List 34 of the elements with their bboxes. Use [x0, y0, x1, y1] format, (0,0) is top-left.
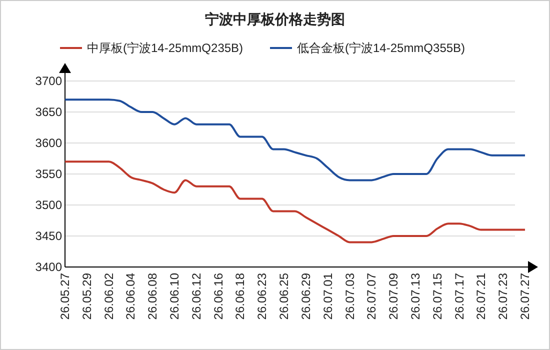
y-tick-label: 3450	[35, 229, 62, 243]
x-tick-label: 26.07.27	[518, 272, 532, 320]
x-tick-label: 26.06.29	[298, 272, 313, 320]
x-tick-label: 26.06.12	[189, 272, 204, 320]
x-tick-label: 26.07.07	[364, 272, 379, 320]
x-tick-label: 26.06.04	[124, 272, 138, 320]
x-tick-label: 26.05.29	[80, 272, 94, 320]
y-tick-label: 3500	[35, 198, 62, 212]
y-tick-label: 3700	[35, 74, 62, 88]
x-tick-label: 26.06.25	[277, 272, 292, 320]
x-tick-label: 26.07.09	[386, 272, 401, 320]
x-tick-label: 26.06.10	[168, 272, 182, 320]
y-tick-label: 3600	[35, 136, 62, 150]
legend-label: 低合金板(宁波14-25mmQ355B)	[297, 41, 466, 55]
x-tick-label: 26.07.23	[496, 272, 510, 320]
x-tick-label: 26.05.27	[58, 272, 72, 320]
x-tick-label: 26.07.17	[452, 272, 466, 320]
x-tick-label: 26.06.08	[146, 272, 160, 320]
x-tick-label: 26.07.21	[474, 272, 488, 320]
x-tick-label: 26.07.13	[408, 272, 422, 320]
x-tick-label: 26.06.23	[255, 272, 270, 320]
y-tick-label: 3550	[35, 167, 62, 181]
line-series	[64, 98, 526, 182]
x-tick-label: 26.06.18	[233, 272, 248, 320]
y-tick-label: 3400	[35, 260, 62, 274]
x-tick-label: 26.07.15	[430, 272, 444, 320]
x-tick-label: 26.07.01	[320, 272, 335, 320]
y-tick-label: 3650	[35, 105, 62, 119]
line-series	[64, 160, 526, 244]
x-tick-label: 26.06.16	[211, 272, 226, 320]
chart-title: 宁波中厚板价格走势图	[205, 11, 345, 27]
legend-label: 中厚板(宁波14-25mmQ235B)	[87, 41, 244, 55]
x-tick-label: 26.07.03	[342, 272, 357, 320]
x-tick-label: 26.06.02	[102, 272, 116, 320]
